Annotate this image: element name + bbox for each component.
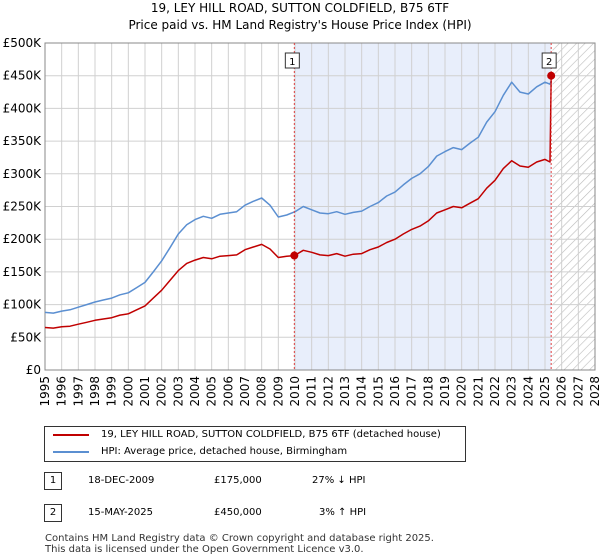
- x-tick-label: 2012: [321, 376, 335, 407]
- x-tick-label: 2006: [221, 376, 235, 407]
- sale-point: [547, 71, 556, 80]
- footer-license: This data is licensed under the Open Gov…: [45, 544, 364, 555]
- x-tick-label: 2018: [421, 376, 435, 407]
- y-tick-label: £500K: [3, 36, 43, 50]
- series-line-hpi: [44, 80, 552, 314]
- sale-price: £175,000: [214, 475, 262, 486]
- y-tick-label: £300K: [3, 167, 43, 181]
- x-tick-label: 2007: [238, 376, 252, 407]
- x-tick-label: 2020: [455, 376, 469, 407]
- x-tick-label: 2009: [271, 376, 285, 407]
- chart: £0 £50K £100K £150K £200K £250K £300K £350K £400…: [3, 36, 600, 407]
- legend-swatch-property: [53, 434, 89, 436]
- x-tick-label: 2015: [371, 376, 385, 407]
- legend-label-hpi: HPI: Average price, detached house, Birm…: [101, 446, 348, 457]
- legend: 19, LEY HILL ROAD, SUTTON COLDFIELD, B75…: [44, 426, 466, 462]
- sale-number-badge: 1: [44, 472, 62, 490]
- annotation-box: [541, 52, 557, 69]
- sale-hpi-diff: 27% ↓ HPI: [312, 475, 366, 486]
- x-tick-label: 2008: [255, 376, 269, 407]
- annotation-label: 2: [546, 57, 552, 68]
- x-tick-label: 2019: [438, 376, 452, 407]
- series-line-property: [44, 75, 552, 329]
- x-tick-label: 2010: [288, 376, 302, 407]
- y-tick-label: £350K: [3, 134, 43, 148]
- annotation-box: [284, 52, 300, 69]
- sale-point: [290, 251, 299, 260]
- x-tick-label: 2005: [205, 376, 219, 407]
- y-tick-label: £150K: [3, 265, 43, 279]
- sale-date: 18-DEC-2009: [88, 475, 155, 486]
- x-tick-label: 2013: [338, 376, 352, 407]
- x-tick-label: 1998: [88, 376, 102, 407]
- x-tick-label: 2024: [521, 376, 535, 407]
- x-tick-label: 2023: [505, 376, 519, 407]
- x-tick-label: 2026: [555, 376, 569, 407]
- x-tick-label: 2002: [155, 376, 169, 407]
- y-tick-label: £0: [26, 363, 41, 377]
- chart-title: 19, LEY HILL ROAD, SUTTON COLDFIELD, B75…: [0, 0, 600, 34]
- legend-item-hpi: HPI: Average price, detached house, Birm…: [49, 444, 459, 460]
- x-tick-label: 1996: [55, 376, 69, 407]
- plot-frame: [44, 42, 596, 371]
- sale-price: £450,000: [214, 507, 262, 518]
- sale-hpi-diff: 3% ↑ HPI: [319, 507, 367, 518]
- x-tick-label: 2016: [388, 376, 402, 407]
- y-tick-label: £400K: [3, 101, 43, 115]
- title-line-2: Price paid vs. HM Land Registry's House …: [128, 18, 472, 32]
- x-tick-label: 1995: [38, 376, 52, 407]
- y-tick-label: £250K: [3, 200, 43, 214]
- y-tick-label: £50K: [10, 330, 42, 344]
- x-tick-label: 2027: [571, 376, 585, 407]
- x-tick-label: 1997: [71, 376, 85, 407]
- x-tick-label: 2025: [538, 376, 552, 407]
- sale-row: 2 15-MAY-2025 £450,000 3% ↑ HPI: [44, 503, 444, 523]
- sale-number-badge: 2: [44, 504, 62, 522]
- x-tick-label: 1999: [105, 376, 119, 407]
- y-tick-label: £200K: [3, 232, 43, 246]
- x-tick-label: 2014: [355, 376, 369, 407]
- x-tick-label: 2011: [305, 376, 319, 407]
- x-tick-label: 2004: [188, 376, 202, 407]
- x-tick-label: 2000: [121, 376, 135, 407]
- sale-date: 15-MAY-2025: [88, 507, 154, 518]
- x-tick-label: 2001: [138, 376, 152, 407]
- legend-label-property: 19, LEY HILL ROAD, SUTTON COLDFIELD, B75…: [101, 429, 441, 440]
- legend-item-property: 19, LEY HILL ROAD, SUTTON COLDFIELD, B75…: [49, 427, 459, 443]
- x-tick-label: 2017: [405, 376, 419, 407]
- x-tick-label: 2021: [471, 376, 485, 407]
- x-tick-label: 2003: [171, 376, 185, 407]
- annotation-label: 1: [289, 57, 295, 68]
- x-tick-label: 2028: [588, 376, 600, 407]
- title-line-1: 19, LEY HILL ROAD, SUTTON COLDFIELD, B75…: [150, 1, 450, 15]
- y-tick-label: £450K: [3, 69, 43, 83]
- sale-row: 1 18-DEC-2009 £175,000 27% ↓ HPI: [44, 471, 444, 491]
- footer: Contains HM Land Registry data © Crown c…: [45, 533, 434, 555]
- x-tick-label: 2022: [488, 376, 502, 407]
- footer-copyright: Contains HM Land Registry data © Crown c…: [45, 533, 434, 544]
- legend-swatch-hpi: [53, 451, 89, 453]
- y-tick-label: £100K: [3, 298, 43, 312]
